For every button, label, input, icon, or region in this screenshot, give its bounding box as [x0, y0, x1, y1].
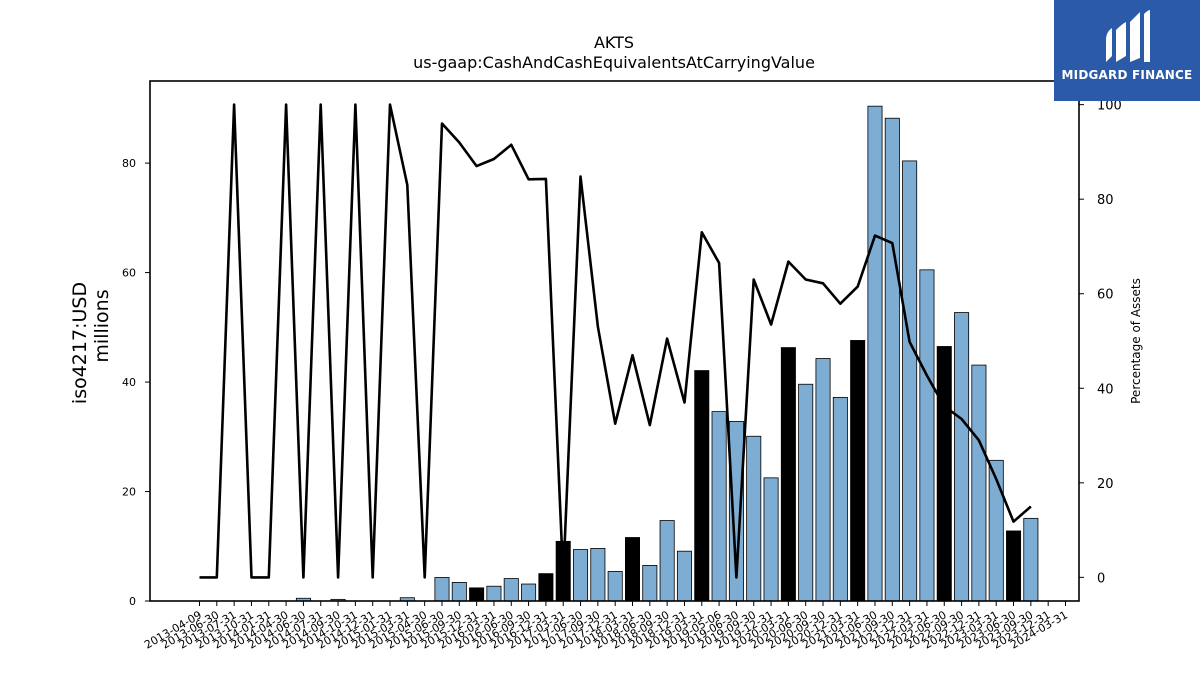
series-line: [199, 103, 1032, 579]
plot-frame: [149, 80, 1080, 602]
x-axis: 2013-04-092013-06-302013-07-312013-10-31…: [142, 601, 1070, 652]
percentage-line-series: [199, 103, 1032, 579]
bar: [503, 578, 519, 602]
midgard-logo-icon: [1106, 10, 1150, 62]
chart-title: AKTS: [594, 33, 634, 52]
bar: [486, 585, 502, 602]
y-tick-label: 20: [122, 486, 136, 499]
bar: [521, 583, 537, 602]
bar: [919, 269, 935, 602]
bar: [902, 160, 918, 602]
bar: [867, 105, 883, 602]
bar: [711, 411, 727, 602]
y2-tick-label: 0: [1097, 571, 1105, 586]
bar: [884, 117, 900, 602]
y2-tick-label: 40: [1097, 382, 1114, 397]
y2-tick-label: 80: [1097, 193, 1114, 208]
y-tick-label: 80: [122, 157, 136, 170]
y-tick-label: 60: [122, 267, 136, 280]
bar: [659, 520, 675, 602]
y2-tick-label: 100: [1097, 99, 1122, 114]
y2-tick-label: 20: [1097, 477, 1114, 492]
bar: [815, 358, 831, 602]
bar: [954, 312, 970, 602]
bar: [971, 364, 987, 602]
y-tick-label: 40: [122, 376, 136, 389]
bar: [451, 581, 467, 602]
bar: [746, 435, 762, 602]
bar: [434, 577, 450, 602]
bar: [832, 396, 848, 602]
bar: [798, 383, 814, 602]
bar: [538, 573, 554, 602]
y-axis-label: iso4217:USD: [69, 282, 91, 404]
bar: [1006, 530, 1022, 602]
y2-axis-label: Percentage of Assets: [1129, 278, 1143, 404]
bar-series: [295, 105, 1039, 602]
bar: [850, 340, 866, 602]
bar: [1023, 517, 1039, 602]
bar: [936, 346, 952, 602]
bar: [469, 587, 485, 602]
bar: [780, 347, 796, 602]
bar: [642, 565, 658, 602]
bar: [676, 550, 692, 602]
chart-subtitle: us-gaap:CashAndCashEquivalentsAtCarrying…: [413, 53, 815, 72]
bar: [624, 537, 641, 602]
bar: [590, 548, 606, 602]
left-y-axis: 0 20 40 60 80: [122, 157, 150, 608]
brand-name: MIDGARD FINANCE: [1061, 68, 1193, 82]
right-y-axis: 0 20 40 60 80 100: [1079, 99, 1122, 586]
bar: [573, 549, 589, 602]
y-tick-label: 0: [129, 595, 136, 608]
bar: [763, 477, 779, 602]
midgard-finance-logo: MIDGARD FINANCE: [1054, 0, 1200, 101]
y2-tick-label: 60: [1097, 288, 1114, 303]
bar: [694, 370, 710, 602]
y-axis-unit-label: millions: [91, 289, 113, 362]
bar: [607, 571, 623, 602]
